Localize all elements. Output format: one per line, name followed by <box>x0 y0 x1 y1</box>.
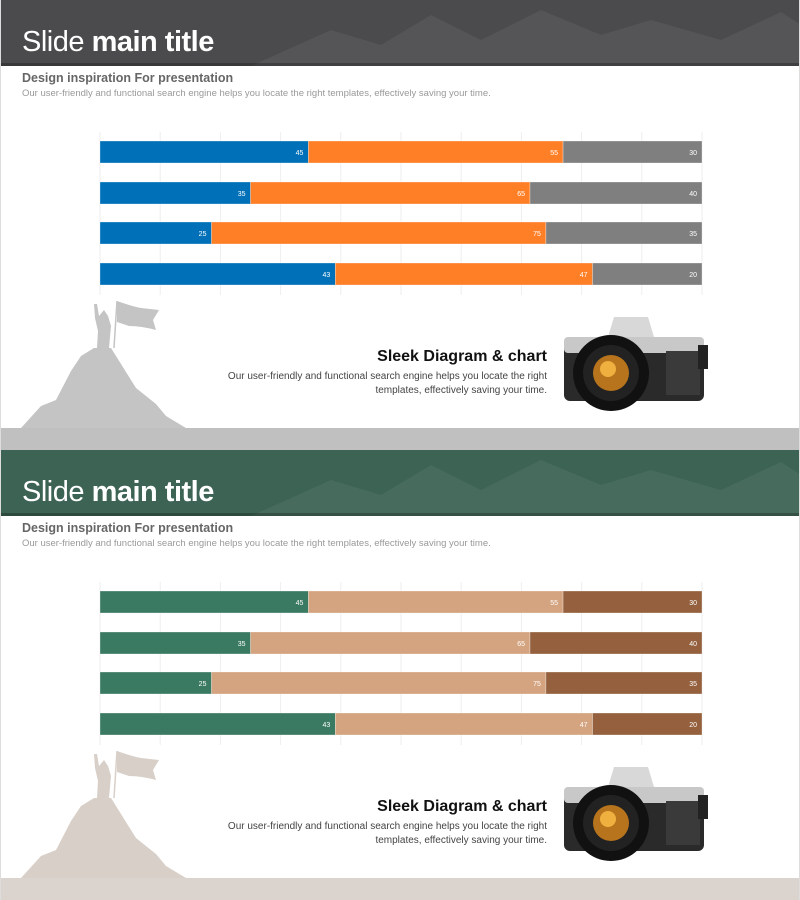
caption: Sleek Diagram & chart Our user-friendly … <box>217 798 547 848</box>
slide-title: Slide main title <box>22 476 214 509</box>
data-label: 40 <box>689 641 697 648</box>
bar-segment <box>99 590 309 614</box>
camera-image <box>564 317 708 411</box>
footer-band <box>1 428 799 450</box>
caption: Sleek Diagram & chart Our user-friendly … <box>217 348 547 398</box>
bar-segment <box>250 181 531 205</box>
bar-segment <box>335 262 593 286</box>
camera-image <box>564 767 708 861</box>
slide: Slide main title Design inspiration For … <box>0 0 800 450</box>
bar-segment <box>99 262 336 286</box>
data-label: 35 <box>238 641 246 648</box>
data-label: 65 <box>517 641 525 648</box>
caption-text: Our user-friendly and functional search … <box>227 821 547 846</box>
title-light: Slide <box>22 476 85 508</box>
bar-segment <box>545 671 703 695</box>
subtitle: Design inspiration For presentation <box>22 521 234 535</box>
footer-band <box>1 878 799 900</box>
bar-segment <box>250 631 531 655</box>
bar-segment <box>99 631 251 655</box>
title-bold: main title <box>91 26 215 58</box>
bar-segment <box>211 221 547 245</box>
mountain-climber-icon <box>21 300 186 428</box>
caption-text: Our user-friendly and functional search … <box>227 371 547 396</box>
bar-segment <box>308 590 564 614</box>
data-label: 30 <box>689 150 697 157</box>
caption-title: Sleek Diagram & chart <box>377 348 547 365</box>
caption-title: Sleek Diagram & chart <box>377 798 547 815</box>
subtitle: Design inspiration For presentation <box>22 71 234 85</box>
data-label: 75 <box>533 231 541 238</box>
data-label: 40 <box>689 191 697 198</box>
description: Our user-friendly and functional search … <box>22 88 491 99</box>
bar-segment <box>562 140 703 164</box>
bar-segment <box>592 712 703 736</box>
data-label: 75 <box>533 681 541 688</box>
data-label: 35 <box>238 191 246 198</box>
bar-segment <box>99 712 336 736</box>
bar-segment <box>99 671 212 695</box>
data-label: 65 <box>517 191 525 198</box>
bar-segment <box>99 181 251 205</box>
bar-segment <box>335 712 593 736</box>
data-label: 25 <box>199 231 207 238</box>
data-label: 30 <box>689 600 697 607</box>
bar-segment <box>99 221 212 245</box>
data-label: 25 <box>199 681 207 688</box>
data-label: 20 <box>689 722 697 729</box>
data-label: 55 <box>550 150 558 157</box>
data-label: 35 <box>689 231 697 238</box>
data-label: 43 <box>323 272 331 279</box>
bar-segment <box>99 140 309 164</box>
data-label: 35 <box>689 681 697 688</box>
bar-segment <box>545 221 703 245</box>
stacked-bar-chart: 45 55 30 35 65 40 25 75 35 43 47 20 <box>99 132 703 295</box>
description: Our user-friendly and functional search … <box>22 538 491 549</box>
title-bold: main title <box>91 476 215 508</box>
header-banner: Slide main title <box>1 0 799 66</box>
bar-segment <box>562 590 703 614</box>
data-label: 47 <box>580 722 588 729</box>
slide: Slide main title Design inspiration For … <box>0 450 800 900</box>
data-label: 45 <box>296 150 304 157</box>
mountain-climber-icon <box>21 750 186 878</box>
slide-title: Slide main title <box>22 26 214 59</box>
header-banner: Slide main title <box>1 450 799 516</box>
data-label: 20 <box>689 272 697 279</box>
mountain-background-image <box>1 460 799 516</box>
mountain-background-image <box>1 10 799 66</box>
data-label: 43 <box>323 722 331 729</box>
data-label: 45 <box>296 600 304 607</box>
bar-segment <box>211 671 547 695</box>
data-label: 55 <box>550 600 558 607</box>
stacked-bar-chart: 45 55 30 35 65 40 25 75 35 43 47 20 <box>99 582 703 745</box>
bar-segment <box>529 631 703 655</box>
bar-segment <box>529 181 703 205</box>
bar-segment <box>592 262 703 286</box>
title-light: Slide <box>22 26 85 58</box>
bar-segment <box>308 140 564 164</box>
data-label: 47 <box>580 272 588 279</box>
